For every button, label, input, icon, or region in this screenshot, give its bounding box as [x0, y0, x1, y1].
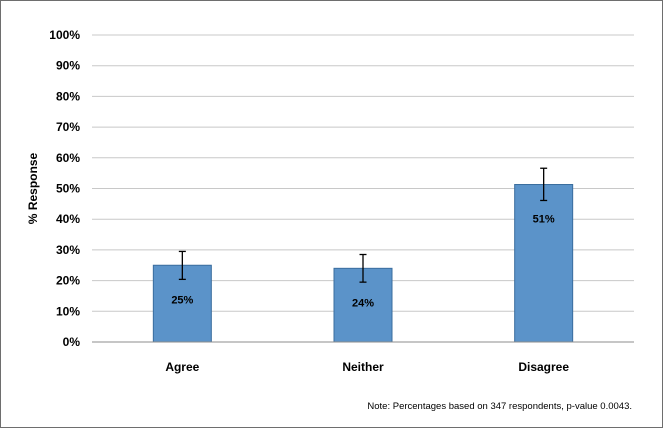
category-label-disagree: Disagree	[518, 360, 569, 374]
bar-disagree	[514, 184, 574, 343]
category-label-neither: Neither	[342, 360, 384, 374]
y-tick-label: 30%	[56, 243, 80, 257]
chart-note: Note: Percentages based on 347 responden…	[367, 401, 632, 412]
y-tick-label: 10%	[56, 304, 80, 318]
y-tick-label: 90%	[56, 59, 80, 73]
data-label-neither: 24%	[352, 297, 374, 309]
y-tick-label: 60%	[56, 151, 80, 165]
x-axis-categories: Agree Neither Disagree	[165, 360, 569, 374]
data-labels: 25% 24% 51%	[171, 214, 555, 310]
y-axis-ticks: 0% 10% 20% 30% 40% 50% 60% 70% 80% 90% 100%	[49, 28, 80, 349]
y-tick-label: 70%	[56, 120, 80, 134]
data-label-disagree: 51%	[533, 214, 555, 226]
y-axis-title: % Response	[26, 152, 40, 224]
y-tick-label: 0%	[63, 335, 81, 349]
category-label-agree: Agree	[165, 360, 199, 374]
y-tick-label: 20%	[56, 274, 80, 288]
y-tick-label: 50%	[56, 182, 80, 196]
y-tick-label: 40%	[56, 212, 80, 226]
y-tick-label: 100%	[49, 28, 80, 42]
y-tick-label: 80%	[56, 89, 80, 103]
error-bars	[178, 167, 548, 283]
data-label-agree: 25%	[171, 294, 193, 306]
